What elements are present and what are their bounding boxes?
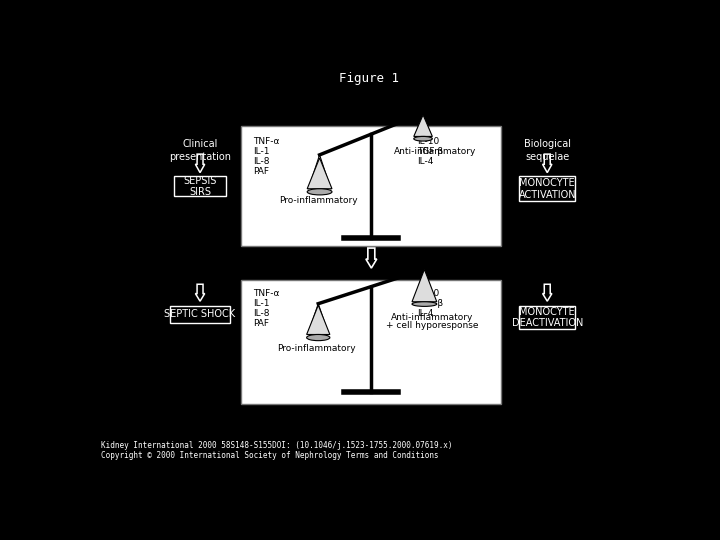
FancyBboxPatch shape <box>241 280 500 403</box>
Polygon shape <box>307 305 330 334</box>
Text: PAF: PAF <box>253 319 269 328</box>
Ellipse shape <box>307 189 332 195</box>
Text: Pro-inflammatory: Pro-inflammatory <box>277 344 356 353</box>
Text: TNF-α: TNF-α <box>253 289 279 298</box>
Text: Kidney International 2000 58S148-S155DOI: (10.1046/j.1523-1755.2000.07619.x): Kidney International 2000 58S148-S155DOI… <box>101 441 452 450</box>
Text: IL-4: IL-4 <box>417 157 433 166</box>
Text: IL-1: IL-1 <box>253 147 269 156</box>
Text: Figure 1: Figure 1 <box>339 72 399 85</box>
Text: PAF: PAF <box>253 167 269 177</box>
Ellipse shape <box>412 302 437 306</box>
FancyBboxPatch shape <box>174 177 226 197</box>
Text: SEPTIC SHOCK: SEPTIC SHOCK <box>164 309 235 319</box>
Text: + cell hyporesponse: + cell hyporesponse <box>386 321 478 330</box>
Text: IL-1: IL-1 <box>253 299 269 308</box>
Text: TGF β: TGF β <box>417 147 444 156</box>
Text: Clinical
presentation: Clinical presentation <box>169 139 231 162</box>
Text: IL-4: IL-4 <box>417 309 433 318</box>
Text: Anti-inflammatory: Anti-inflammatory <box>391 313 473 321</box>
Text: IL-10: IL-10 <box>417 289 439 298</box>
Text: Anti-inflammatory: Anti-inflammatory <box>394 147 476 156</box>
Text: SEPSIS
SIRS: SEPSIS SIRS <box>184 176 217 197</box>
Polygon shape <box>412 269 437 302</box>
Polygon shape <box>307 158 332 189</box>
FancyBboxPatch shape <box>241 126 500 246</box>
Text: IL-8: IL-8 <box>253 309 269 318</box>
FancyBboxPatch shape <box>519 306 575 329</box>
Text: TGF β: TGF β <box>417 299 444 308</box>
FancyBboxPatch shape <box>170 306 230 323</box>
Text: TNF-α: TNF-α <box>253 137 279 146</box>
Text: Biological
sequelae: Biological sequelae <box>523 139 571 162</box>
Ellipse shape <box>414 137 433 141</box>
Text: Copyright © 2000 International Society of Nephrology Terms and Conditions: Copyright © 2000 International Society o… <box>101 451 438 460</box>
Text: Pro-inflammatory: Pro-inflammatory <box>279 197 357 205</box>
Polygon shape <box>414 115 433 137</box>
FancyBboxPatch shape <box>519 177 575 201</box>
Text: MONOCYTE
ACTIVATION: MONOCYTE ACTIVATION <box>518 178 576 200</box>
Ellipse shape <box>307 334 330 341</box>
Text: IL-8: IL-8 <box>253 157 269 166</box>
Text: MONOCYTE
DEACTIVATION: MONOCYTE DEACTIVATION <box>512 307 583 328</box>
Text: IL-10: IL-10 <box>417 137 439 146</box>
